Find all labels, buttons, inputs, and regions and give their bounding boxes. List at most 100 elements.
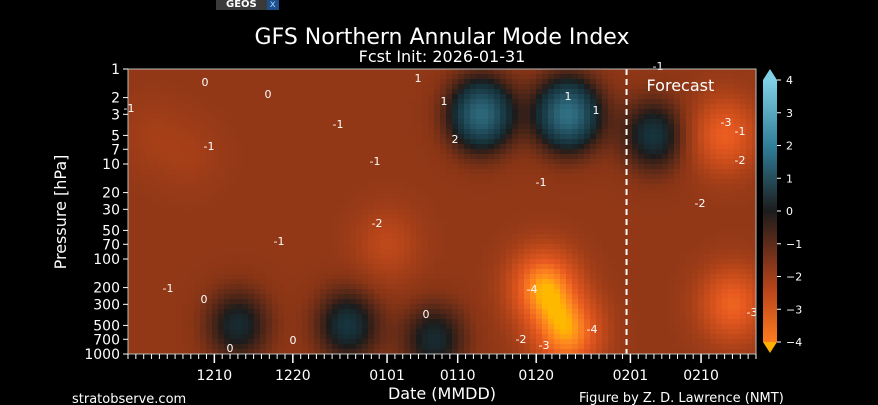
field-cell <box>500 209 507 215</box>
close-icon[interactable]: x <box>266 0 279 10</box>
field-cell <box>236 104 243 110</box>
field-cell <box>206 159 213 165</box>
field-cell <box>302 109 309 115</box>
field-cell <box>710 99 717 105</box>
field-cell <box>686 289 693 295</box>
field-cell <box>164 279 171 285</box>
tab-geos[interactable]: GEOS <box>216 0 267 10</box>
field-cell <box>206 154 213 160</box>
field-cell <box>428 219 435 225</box>
field-cell <box>236 229 243 235</box>
field-cell <box>308 224 315 230</box>
field-cell <box>386 144 393 150</box>
field-cell <box>590 259 597 265</box>
field-cell <box>206 169 213 175</box>
field-cell <box>578 109 585 115</box>
field-cell <box>596 69 603 75</box>
field-cell <box>380 234 387 240</box>
field-cell <box>134 209 141 215</box>
field-cell <box>236 294 243 300</box>
field-cell <box>158 104 165 110</box>
field-cell <box>278 254 285 260</box>
field-cell <box>590 169 597 175</box>
field-cell <box>386 104 393 110</box>
field-cell <box>584 154 591 160</box>
field-cell <box>458 229 465 235</box>
field-cell <box>722 194 729 200</box>
field-cell <box>308 84 315 90</box>
field-cell <box>248 274 255 280</box>
field-cell <box>746 149 753 155</box>
field-cell <box>596 269 603 275</box>
field-cell <box>584 174 591 180</box>
field-cell <box>386 289 393 295</box>
field-cell <box>674 294 681 300</box>
field-cell <box>626 239 633 245</box>
field-cell <box>224 134 231 140</box>
field-cell <box>428 144 435 150</box>
field-cell <box>482 114 489 120</box>
field-cell <box>608 224 615 230</box>
field-cell <box>566 119 573 125</box>
field-cell <box>428 129 435 135</box>
field-cell <box>182 224 189 230</box>
field-cell <box>152 169 159 175</box>
field-cell <box>374 74 381 80</box>
field-cell <box>392 189 399 195</box>
field-cell <box>344 294 351 300</box>
field-cell <box>512 154 519 160</box>
field-cell <box>350 194 357 200</box>
field-cell <box>326 289 333 295</box>
field-cell <box>272 294 279 300</box>
field-cell <box>644 214 651 220</box>
field-cell <box>152 269 159 275</box>
field-cell <box>380 154 387 160</box>
field-cell <box>746 284 753 290</box>
field-cell <box>752 284 756 290</box>
field-cell <box>722 209 729 215</box>
field-cell <box>698 109 705 115</box>
field-cell <box>446 224 453 230</box>
field-cell <box>200 114 207 120</box>
field-cell <box>362 274 369 280</box>
field-cell <box>476 164 483 170</box>
field-cell <box>236 94 243 100</box>
field-cell <box>158 259 165 265</box>
field-cell <box>398 84 405 90</box>
field-cell <box>242 184 249 190</box>
field-cell <box>164 274 171 280</box>
field-cell <box>152 114 159 120</box>
field-cell <box>458 164 465 170</box>
field-cell <box>434 134 441 140</box>
field-cell <box>404 169 411 175</box>
field-cell <box>560 159 567 165</box>
field-cell <box>440 249 447 255</box>
field-cell <box>686 114 693 120</box>
field-cell <box>392 99 399 105</box>
field-cell <box>212 219 219 225</box>
field-cell <box>464 184 471 190</box>
field-cell <box>452 304 459 310</box>
field-cell <box>470 299 477 305</box>
field-cell <box>674 209 681 215</box>
field-cell <box>644 124 651 130</box>
field-cell <box>272 214 279 220</box>
field-cell <box>260 214 267 220</box>
field-cell <box>566 109 573 115</box>
field-cell <box>626 204 633 210</box>
field-cell <box>230 179 237 185</box>
field-cell <box>440 204 447 210</box>
field-cell <box>236 284 243 290</box>
field-cell <box>638 284 645 290</box>
field-cell <box>596 274 603 280</box>
field-cell <box>494 184 501 190</box>
field-cell <box>380 289 387 295</box>
field-cell <box>218 274 225 280</box>
field-cell <box>584 134 591 140</box>
field-cell <box>608 89 615 95</box>
field-cell <box>392 74 399 80</box>
field-cell <box>518 159 525 165</box>
field-cell <box>392 149 399 155</box>
field-cell <box>290 224 297 230</box>
field-cell <box>338 259 345 265</box>
